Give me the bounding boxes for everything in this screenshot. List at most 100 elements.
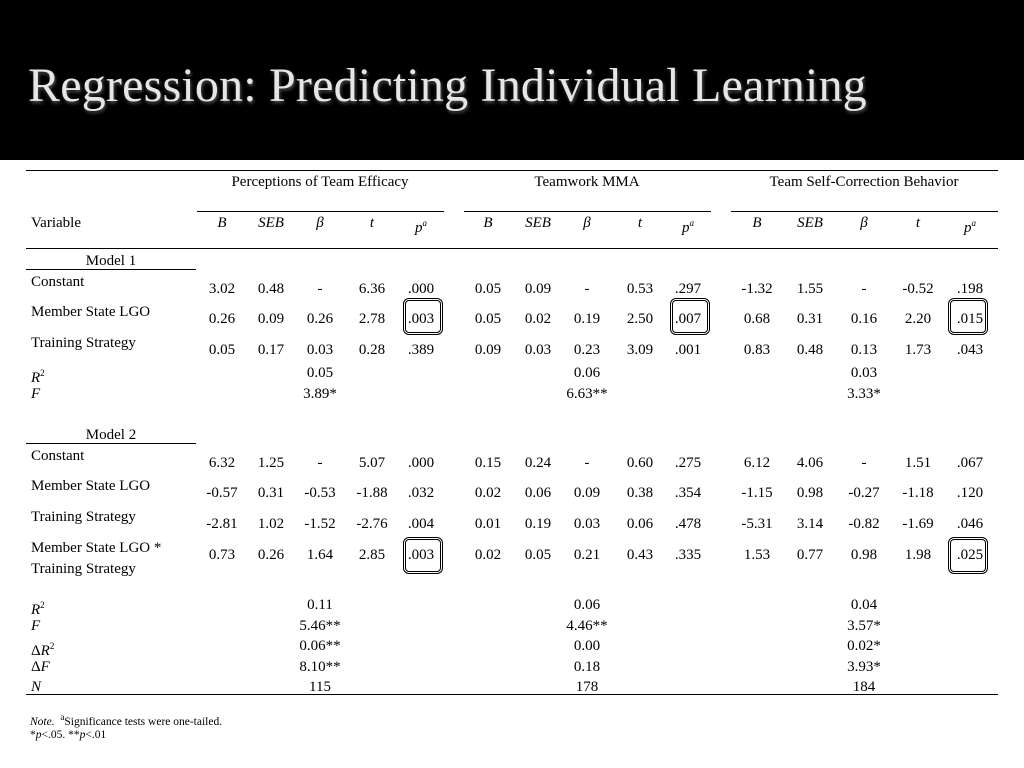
stat-value: 0.18	[573, 659, 601, 675]
p-superscript: a	[971, 218, 977, 228]
column-header-beta: β	[860, 215, 868, 231]
stat-value: 0.11	[307, 597, 333, 613]
table-cell: 0.06	[626, 516, 654, 532]
table-cell: 1.25	[257, 455, 285, 471]
p-superscript: a	[422, 218, 428, 228]
variable-header: Variable	[31, 215, 81, 231]
row-label: Constant	[31, 274, 85, 290]
table-cell: 0.09	[524, 281, 552, 297]
table-cell: 0.09	[573, 485, 601, 501]
table-cell: 4.06	[796, 455, 824, 471]
table-cell: -0.27	[848, 485, 880, 501]
table-cell: 0.73	[208, 547, 236, 563]
table-cell: 0.19	[573, 311, 601, 327]
table-cell: .004	[407, 516, 435, 532]
table-cell: .354	[674, 485, 702, 501]
stat-value: 0.05	[306, 365, 334, 381]
table-cell: 0.02	[474, 485, 502, 501]
table-cell: -1.32	[741, 281, 773, 297]
column-header-t: t	[369, 215, 375, 231]
group-rule-mma	[464, 211, 711, 212]
table-cell: .025	[956, 547, 984, 563]
stat-label: F	[31, 386, 41, 402]
table-cell: .478	[674, 516, 702, 532]
column-header-seb: SEB	[525, 215, 551, 231]
table-cell: 0.19	[524, 516, 552, 532]
table-cell: -0.57	[206, 485, 238, 501]
table-cell: 0.53	[626, 281, 654, 297]
table-cell: 2.50	[626, 311, 654, 327]
stat-value: 3.89*	[303, 386, 337, 402]
stat-value: 3.93*	[847, 659, 881, 675]
group-header: Teamwork MMA	[534, 174, 640, 190]
column-header-p: pa	[964, 218, 977, 236]
note-text: Significance tests were one-tailed.	[64, 715, 223, 728]
table-cell: -5.31	[741, 516, 773, 532]
stat-label: R2	[31, 368, 45, 386]
model1-underline	[26, 269, 196, 270]
table-cell: -2.81	[206, 516, 238, 532]
table-cell: .000	[407, 281, 435, 297]
column-header-b: B	[217, 215, 227, 231]
significance-note: *p<.05. **p<.01	[30, 729, 107, 741]
table-cell: 0.77	[796, 547, 824, 563]
column-header-t: t	[915, 215, 921, 231]
table-note: Note. aSignificance tests were one-taile…	[30, 712, 222, 728]
row-label: Training Strategy	[31, 509, 136, 525]
table-cell: -	[584, 455, 590, 471]
table-cell: .001	[674, 342, 702, 358]
group-rule-selfcorrection	[731, 211, 998, 212]
stat-value: 6.63**	[566, 386, 608, 402]
table-cell: .003	[407, 547, 435, 563]
table-cell: -1.69	[902, 516, 934, 532]
table-cell: 0.09	[257, 311, 285, 327]
table-cell: 2.20	[904, 311, 932, 327]
column-header-p: pa	[415, 218, 428, 236]
table-cell: 2.85	[358, 547, 386, 563]
table-cell: -	[317, 455, 323, 471]
table-cell: 6.36	[358, 281, 386, 297]
model2-label: Model 2	[85, 427, 137, 443]
table-cell: 0.83	[743, 342, 771, 358]
table-cell: 0.68	[743, 311, 771, 327]
column-header-p: pa	[682, 218, 694, 236]
table-cell: 1.64	[306, 547, 334, 563]
table-cell: 0.17	[257, 342, 285, 358]
table-cell: .198	[956, 281, 984, 297]
stat-value: 4.46**	[566, 618, 608, 634]
stat-superscript: 2	[40, 368, 45, 378]
row-label-continued: Training Strategy	[31, 561, 136, 577]
model2-underline	[26, 443, 196, 444]
stat-value: 0.06	[573, 597, 601, 613]
table-cell: -	[861, 281, 867, 297]
table-cell: -	[317, 281, 323, 297]
row-label: Constant	[31, 448, 85, 464]
table-cell: 0.31	[257, 485, 285, 501]
column-header-seb: SEB	[258, 215, 284, 231]
table-cell: 0.03	[306, 342, 334, 358]
note-label: Note.	[30, 715, 55, 728]
table-cell: -0.82	[848, 516, 880, 532]
stat-value: 5.46**	[299, 618, 341, 634]
table-cell: 0.48	[257, 281, 285, 297]
table-cell: 0.26	[306, 311, 334, 327]
table-cell: 0.03	[524, 342, 552, 358]
significance-highlight-box	[403, 298, 443, 335]
table-cell: 0.05	[524, 547, 552, 563]
table-cell: 5.07	[358, 455, 386, 471]
table-cell: 1.53	[743, 547, 771, 563]
stat-value: 0.03	[850, 365, 878, 381]
stat-value: 0.06	[573, 365, 601, 381]
column-header-b: B	[483, 215, 493, 231]
table-cell: -1.18	[902, 485, 934, 501]
stat-superscript: 2	[40, 600, 45, 610]
table-cell: 1.73	[904, 342, 932, 358]
table-cell: -1.15	[741, 485, 773, 501]
table-cell: 0.98	[796, 485, 824, 501]
table-cell: 1.55	[796, 281, 824, 297]
stat-value: 0.06**	[299, 638, 341, 654]
table-cell: 0.60	[626, 455, 654, 471]
group-header: Team Self-Correction Behavior	[769, 174, 959, 190]
note-superscript: a	[60, 712, 65, 722]
group-header: Perceptions of Team Efficacy	[231, 174, 409, 190]
